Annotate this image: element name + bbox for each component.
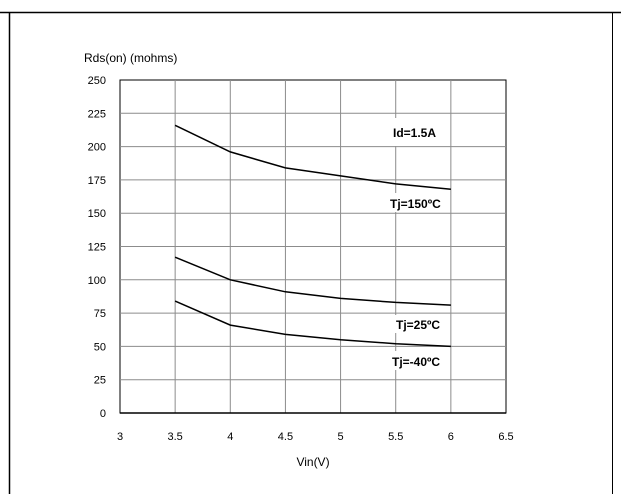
y-axis-label: Rds(on) (mohms)	[84, 51, 177, 65]
annotation-background	[390, 118, 448, 146]
series-label-tj-25: Tj=25ºC	[396, 318, 440, 332]
x-tick-label: 5.5	[388, 431, 403, 443]
y-tick-label: 250	[88, 75, 106, 87]
x-tick-label: 4.5	[278, 431, 293, 443]
tick-labels: 0 25 50 75 100 125 150 175 200 225 250 3 3.5 4 4.5 5 5.5…	[88, 75, 514, 443]
y-tick-label: 150	[88, 208, 106, 220]
series-line-0	[174, 124, 451, 190]
y-tick-label: 175	[88, 175, 106, 187]
series-label-tj-minus-40: Tj=-40ºC	[392, 355, 440, 369]
y-tick-label: 50	[94, 341, 106, 353]
series-label-bg-40	[389, 351, 448, 370]
y-tick-label: 125	[88, 242, 106, 254]
grid-lines	[120, 80, 506, 414]
y-tick-label: 75	[94, 308, 106, 320]
x-tick-label: 3.5	[167, 431, 182, 443]
series-line-2	[174, 300, 451, 348]
series-label-tj-150: Tj=150ºC	[390, 197, 441, 211]
y-tick-label: 0	[100, 408, 106, 420]
y-tick-label: 25	[94, 375, 106, 387]
current-annotation: Id=1.5A	[393, 126, 436, 140]
y-tick-label: 100	[88, 275, 106, 287]
x-tick-label: 6.5	[498, 431, 513, 443]
y-tick-label: 200	[88, 142, 106, 154]
y-tick-label: 225	[88, 108, 106, 120]
x-tick-label: 6	[448, 431, 454, 443]
series-label-bg-25	[393, 315, 448, 333]
x-axis-label: Vin(V)	[296, 455, 329, 469]
data-lines	[174, 124, 451, 348]
x-tick-label: 3	[117, 431, 123, 443]
series-label-bg-150	[388, 193, 448, 212]
x-tick-label: 4	[227, 431, 233, 443]
series-line-1	[174, 256, 451, 306]
x-tick-label: 5	[338, 431, 344, 443]
